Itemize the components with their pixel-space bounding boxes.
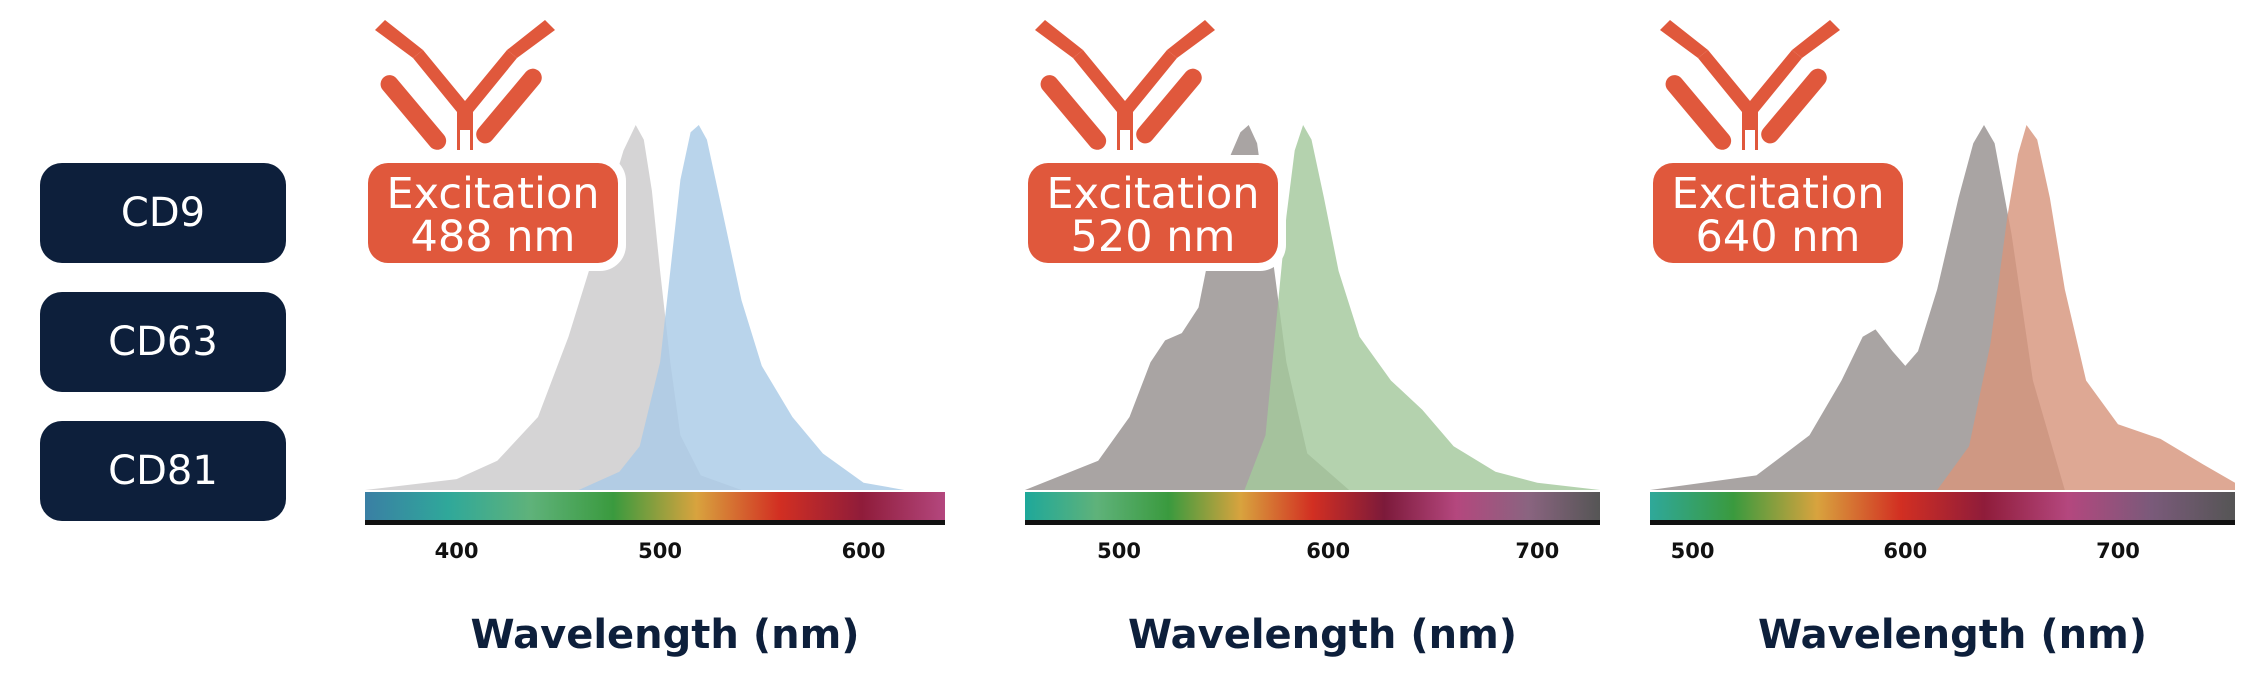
excitation-spectrum-area [1025, 125, 1350, 490]
excitation-label: Excitation [1046, 169, 1259, 219]
emission-spectrum-area [1244, 125, 1600, 490]
x-axis-label: Wavelength (nm) [1758, 612, 2147, 658]
marker-cd81: CD81 [40, 421, 286, 521]
x-axis-line [365, 520, 945, 525]
excitation-wavelength: 640 nm [1696, 212, 1861, 262]
x-tick-label: 600 [1306, 539, 1350, 563]
spectrum-color-bar [1650, 492, 2235, 520]
x-axis-label: Wavelength (nm) [1128, 612, 1517, 658]
x-axis-line [1025, 520, 1600, 525]
x-tick-label: 700 [2096, 539, 2140, 563]
x-tick-label: 500 [1671, 539, 1715, 563]
spectrum-color-bar [365, 492, 945, 520]
marker-cd63: CD63 [40, 292, 286, 392]
spectrum-color-bar [1025, 492, 1600, 520]
excitation-label: Excitation [386, 169, 599, 219]
antibody-icon [1660, 20, 1840, 150]
x-axis-label: Wavelength (nm) [470, 612, 859, 658]
excitation-spectrum-area [365, 125, 742, 490]
emission-spectrum-area [1937, 125, 2235, 490]
marker-cd9: CD9 [40, 163, 286, 263]
x-tick-label: 600 [1883, 539, 1927, 563]
x-axis-line [1650, 520, 2235, 525]
emission-spectrum-area [578, 125, 905, 490]
excitation-wavelength: 520 nm [1071, 212, 1236, 262]
x-tick-label: 400 [435, 539, 479, 563]
x-tick-label: 500 [638, 539, 682, 563]
excitation-wavelength: 488 nm [411, 212, 576, 262]
excitation-spectrum-area [1650, 125, 2065, 490]
x-tick-label: 500 [1097, 539, 1141, 563]
antibody-icon [375, 20, 555, 150]
x-tick-label: 700 [1515, 539, 1559, 563]
x-tick-label: 600 [842, 539, 886, 563]
antibody-icon [1035, 20, 1215, 150]
excitation-label: Excitation [1671, 169, 1884, 219]
